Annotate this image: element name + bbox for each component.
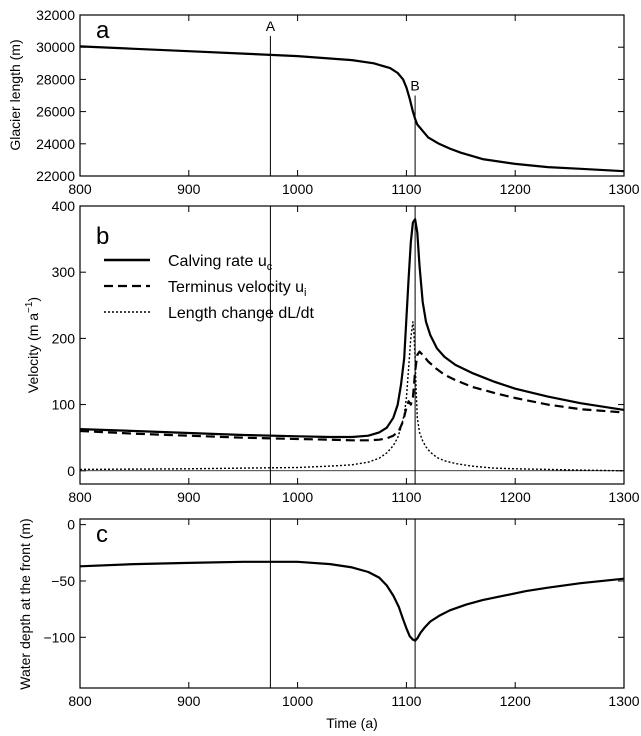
panel-a: a Glacier length (m) 800 900 1000 1100 1200 1… — [7, 7, 640, 197]
panel-a-y-axis-label: Glacier length (m) — [7, 39, 23, 150]
x-tick-label: 1000 — [282, 489, 313, 505]
x-tick-label: 1000 — [282, 693, 313, 709]
panel-b-y-axis-label: Velocity (m a−1) — [24, 297, 41, 393]
series-line-b-2 — [79, 321, 625, 472]
marker-label-b: B — [410, 78, 419, 94]
y-tick-label: −100 — [43, 629, 75, 645]
x-tick-label: 1200 — [500, 489, 531, 505]
x-tick-label: 1000 — [282, 181, 313, 197]
panel-c-frame — [79, 518, 625, 689]
x-tick-label: 800 — [68, 489, 92, 505]
x-tick-label: 1200 — [500, 693, 531, 709]
series-line-c-0 — [79, 560, 625, 642]
x-tick-label: 1100 — [391, 181, 421, 197]
legend-label-terminus: Terminus velocity ui — [168, 279, 307, 299]
panel-b-frame — [79, 205, 625, 485]
panel-a-frame — [79, 14, 625, 177]
x-tick-label: 900 — [177, 181, 201, 197]
x-tick-label: 1200 — [500, 181, 531, 197]
marker-label-a: A — [266, 18, 276, 34]
x-tick-label: 1100 — [391, 693, 421, 709]
panel-c-y-axis-label: Water depth at the front (m) — [17, 518, 33, 689]
y-tick-label: 28000 — [36, 71, 75, 87]
series-line-b-0 — [79, 218, 625, 439]
panel-b-letter: b — [96, 223, 109, 250]
legend-label-length: Length change dL/dt — [168, 305, 314, 322]
y-tick-label: 0 — [67, 463, 75, 479]
panel-c-ticks: 800 900 1000 1100 1200 1300 −100 −50 0 — [43, 517, 639, 709]
y-tick-label: 30000 — [36, 39, 75, 55]
x-axis-label: Time (a) — [326, 715, 378, 731]
panel-c-letter: c — [96, 521, 108, 548]
y-tick-label: 0 — [67, 517, 75, 533]
legend: Calving rate uc Terminus velocity ui Len… — [104, 253, 314, 322]
panel-a-markers: AB — [266, 18, 420, 176]
x-tick-label: 900 — [177, 489, 201, 505]
panel-b-markers — [80, 206, 624, 484]
y-tick-label: 24000 — [36, 136, 75, 152]
panel-b: b Velocity (m a−1) 800 900 1000 1100 1200 130… — [24, 198, 640, 505]
y-tick-label: −50 — [51, 573, 75, 589]
y-tick-label: 26000 — [36, 104, 75, 120]
panel-a-letter: a — [96, 17, 110, 44]
panel-c: c Water depth at the front (m) Time (a) … — [17, 517, 640, 731]
x-tick-label: 800 — [68, 181, 92, 197]
series-line-a-0 — [79, 45, 625, 173]
legend-label-calving: Calving rate uc — [168, 253, 273, 273]
x-tick-label: 1300 — [608, 693, 639, 709]
x-tick-label: 1100 — [391, 489, 421, 505]
panel-b-series — [79, 218, 625, 472]
y-tick-label: 22000 — [36, 168, 75, 184]
x-tick-label: 1300 — [608, 489, 639, 505]
y-tick-label: 32000 — [36, 7, 75, 23]
y-tick-label: 300 — [52, 264, 76, 280]
series-line-b-1 — [79, 350, 625, 442]
x-tick-label: 1300 — [608, 181, 639, 197]
x-tick-label: 900 — [177, 693, 201, 709]
y-tick-label: 100 — [52, 397, 76, 413]
panel-c-markers — [269, 519, 416, 688]
panel-a-ticks: 800 900 1000 1100 1200 1300 22000 24000 26000 280… — [36, 7, 640, 197]
panel-b-ticks: 800 900 1000 1100 1200 1300 0 100 200 300 400 — [52, 198, 640, 505]
panel-a-series — [79, 45, 625, 173]
y-tick-label: 400 — [52, 198, 76, 214]
x-tick-label: 800 — [68, 693, 92, 709]
panel-c-series — [79, 560, 625, 642]
y-tick-label: 200 — [52, 330, 76, 346]
